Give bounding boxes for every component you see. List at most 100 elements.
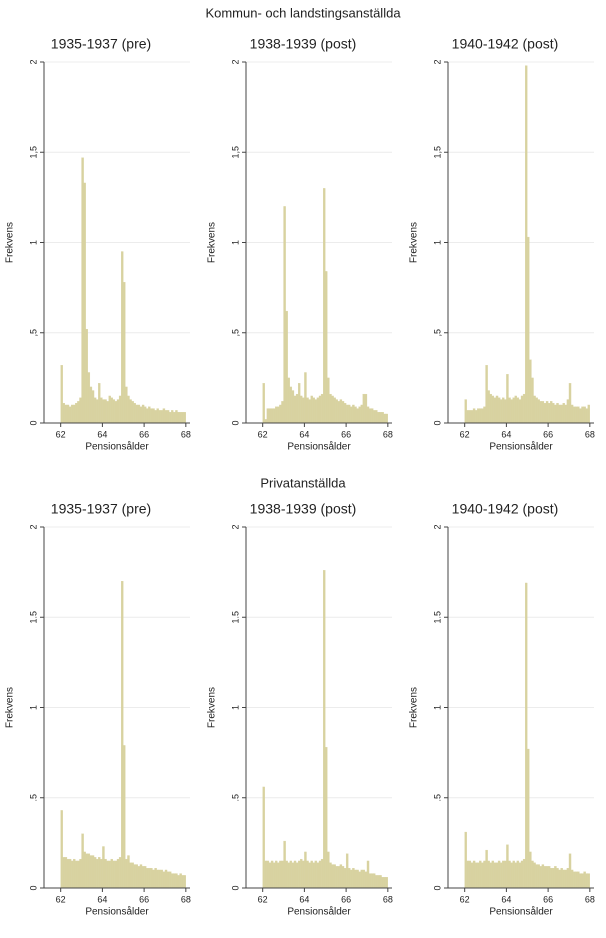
histogram-bar bbox=[331, 864, 334, 889]
histogram-bar bbox=[497, 397, 501, 424]
histogram-bar bbox=[543, 866, 547, 889]
histogram-bar bbox=[483, 860, 486, 889]
x-axis-label: Pensionsålder bbox=[287, 441, 351, 453]
histogram-bar bbox=[527, 748, 530, 889]
histogram-bar bbox=[173, 412, 176, 424]
histogram-bar bbox=[66, 858, 70, 889]
x-axis-label: Pensionsålder bbox=[85, 906, 149, 918]
histogram-bar bbox=[62, 857, 66, 889]
y-tick-label: 1 bbox=[230, 705, 240, 710]
histogram-bar bbox=[275, 860, 278, 889]
histogram-bar bbox=[352, 404, 355, 424]
histogram-bar bbox=[466, 410, 470, 424]
histogram-bar bbox=[545, 401, 549, 424]
histogram-bar bbox=[370, 873, 374, 889]
histogram-bar bbox=[364, 393, 368, 424]
x-axis-label: Pensionsålder bbox=[85, 441, 149, 453]
histogram-bar bbox=[552, 867, 555, 889]
histogram-bar bbox=[285, 860, 288, 889]
section-heading: Kommun- och landstingsanställda bbox=[205, 5, 401, 20]
histogram-bar bbox=[525, 582, 528, 889]
histogram-bar bbox=[160, 410, 164, 424]
histogram-bar bbox=[295, 393, 299, 424]
histogram-bar bbox=[325, 747, 328, 889]
histogram-bar bbox=[268, 408, 272, 424]
histogram-bar bbox=[275, 406, 278, 424]
x-tick-label: 64 bbox=[299, 894, 309, 904]
histogram-bar bbox=[537, 399, 540, 424]
histogram-bar bbox=[577, 406, 580, 424]
x-axis-label: Pensionsålder bbox=[489, 906, 553, 918]
histogram-bar bbox=[491, 395, 495, 424]
x-tick-label: 66 bbox=[543, 894, 553, 904]
histogram-bar bbox=[356, 408, 359, 424]
histogram-bar bbox=[87, 372, 91, 424]
y-tick-label: ,5 bbox=[230, 329, 240, 337]
histogram-bar bbox=[575, 871, 578, 889]
histogram-bar bbox=[177, 412, 180, 424]
histogram-bar bbox=[375, 875, 378, 889]
histogram-bar bbox=[350, 869, 353, 889]
histogram-bar bbox=[291, 862, 295, 889]
histogram-bar bbox=[468, 860, 472, 889]
histogram-bar bbox=[302, 860, 305, 889]
histogram-bar bbox=[381, 877, 384, 889]
histogram-bar bbox=[62, 402, 66, 424]
histogram-bar bbox=[139, 406, 143, 424]
histogram-bar bbox=[93, 397, 97, 424]
histogram-bar bbox=[497, 860, 501, 889]
y-axis-label: Frekvens bbox=[207, 222, 218, 263]
histogram-bar bbox=[543, 402, 547, 424]
histogram-bar bbox=[70, 404, 74, 424]
histogram-bar bbox=[125, 386, 128, 424]
histogram-bar bbox=[489, 393, 492, 424]
histogram-bar bbox=[508, 397, 511, 424]
histogram-bar bbox=[348, 867, 351, 889]
histogram-bar bbox=[358, 406, 361, 424]
histogram-bar bbox=[270, 408, 274, 424]
histogram-bar bbox=[558, 869, 561, 889]
histogram-bar bbox=[318, 860, 322, 889]
histogram-bar bbox=[481, 408, 484, 424]
histogram-bar bbox=[535, 397, 538, 424]
histogram-bar bbox=[291, 390, 295, 424]
histogram-bar bbox=[270, 860, 274, 889]
histogram-bar bbox=[516, 397, 520, 424]
histogram-bar bbox=[81, 157, 84, 424]
histogram-bar bbox=[168, 412, 172, 424]
histogram-bar bbox=[279, 860, 282, 889]
histogram-bar bbox=[60, 810, 63, 889]
histogram-bar bbox=[489, 862, 492, 889]
histogram-bar bbox=[572, 871, 576, 889]
x-tick-label: 66 bbox=[341, 894, 351, 904]
histogram-bar bbox=[277, 862, 280, 889]
histogram-bar bbox=[112, 860, 116, 889]
section-heading: Privatanställda bbox=[260, 475, 346, 490]
histogram-bar bbox=[531, 377, 534, 424]
histogram-bar bbox=[533, 395, 536, 424]
histogram-bar bbox=[499, 862, 503, 889]
histogram-bar bbox=[506, 374, 509, 424]
histogram-bar bbox=[470, 410, 474, 424]
histogram-bar bbox=[106, 401, 109, 424]
histogram-bar bbox=[158, 410, 161, 424]
histogram-bar bbox=[295, 862, 299, 889]
histogram-bar bbox=[550, 867, 553, 889]
histogram-bar bbox=[339, 399, 343, 424]
histogram-bar bbox=[318, 395, 322, 424]
histogram-bar bbox=[266, 860, 270, 889]
y-tick-label: ,5 bbox=[432, 329, 442, 337]
histogram-bar bbox=[93, 857, 97, 889]
histogram-bar bbox=[308, 862, 311, 889]
x-tick-label: 66 bbox=[139, 894, 149, 904]
histogram-bar bbox=[314, 399, 318, 424]
histogram-bar bbox=[127, 855, 130, 889]
histogram-bar bbox=[493, 397, 497, 424]
histogram-bar bbox=[277, 406, 280, 424]
histogram-bar bbox=[114, 401, 118, 424]
histogram-bar bbox=[118, 395, 122, 424]
histogram-bar bbox=[491, 860, 495, 889]
histogram-bar bbox=[472, 408, 476, 424]
histogram-bar bbox=[345, 404, 349, 424]
histogram-bar bbox=[304, 851, 307, 889]
